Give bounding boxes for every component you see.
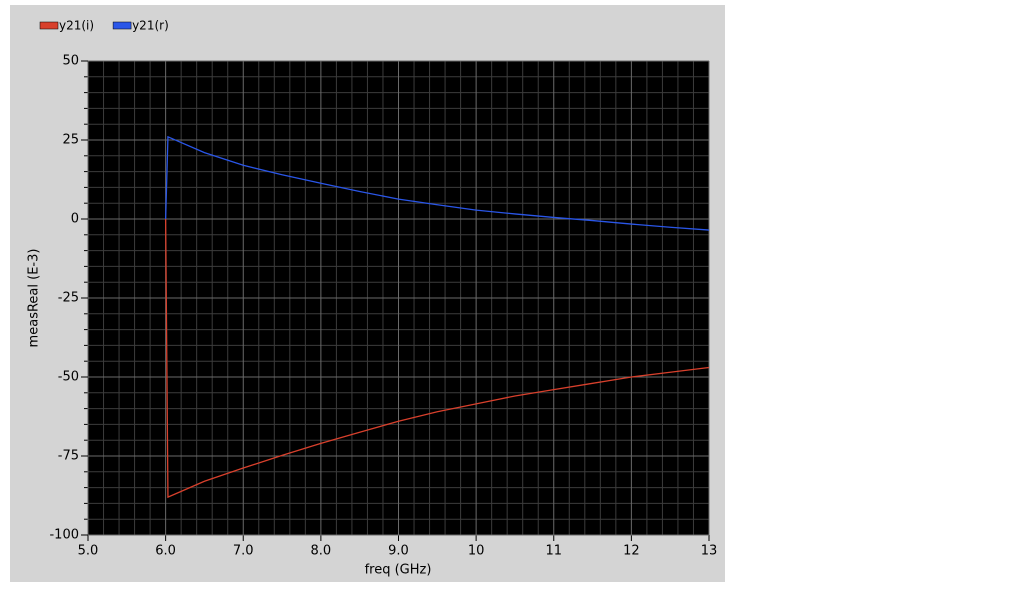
y-tick-label: -25	[58, 291, 79, 306]
x-tick-label: 11	[545, 544, 562, 559]
legend-label: y21(r)	[132, 19, 169, 33]
y-tick-label: -100	[49, 528, 79, 543]
y-axis-label: measReal (E-3)	[27, 249, 42, 348]
x-tick-label: 10	[468, 544, 485, 559]
x-tick-label: 7.0	[233, 544, 254, 559]
y-tick-label: -50	[58, 370, 79, 385]
x-axis-label: freq (GHz)	[365, 563, 432, 578]
x-tick-label: 5.0	[78, 544, 99, 559]
line-series	[164, 218, 710, 499]
x-tick-label: 6.0	[155, 544, 176, 559]
y-tick-label: -75	[58, 449, 79, 464]
legend-label: y21(i)	[59, 19, 94, 33]
y-tick-label: 0	[71, 212, 79, 227]
x-tick-label: 13	[701, 544, 718, 559]
x-tick-label: 12	[623, 544, 640, 559]
y-tick-label: 50	[62, 54, 79, 69]
line-series	[164, 135, 710, 231]
x-tick-label: 8.0	[311, 544, 332, 559]
y-tick-label: 25	[62, 133, 79, 148]
legend-swatch	[112, 21, 132, 30]
x-tick-label: 9.0	[388, 544, 409, 559]
legend-swatch	[39, 21, 59, 30]
